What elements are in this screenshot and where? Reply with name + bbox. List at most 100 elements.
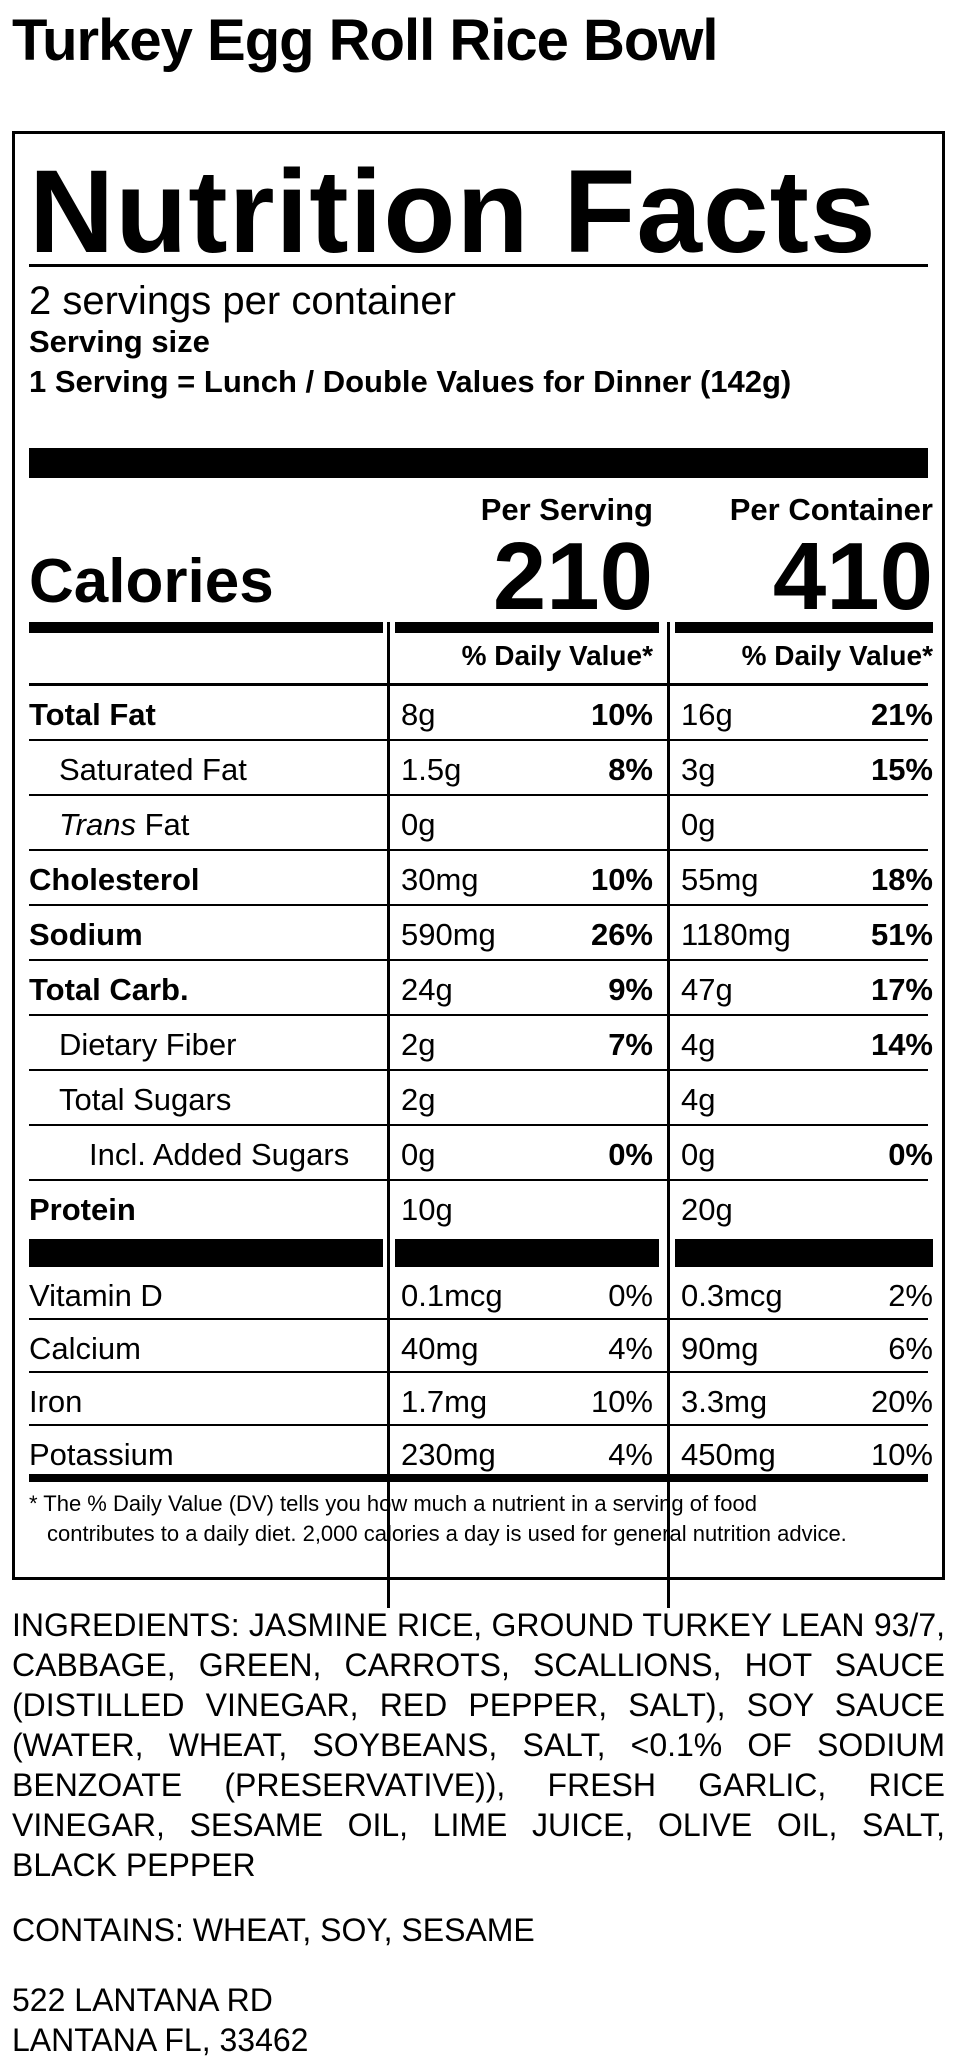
container-amount: 1180mg (681, 917, 791, 952)
serving-daily-value: 4% (608, 1437, 653, 1472)
container-daily-value: 2% (888, 1278, 933, 1313)
address-line-2: LANTANA FL, 33462 (12, 2022, 309, 2058)
serving-daily-value: 8% (608, 752, 653, 787)
container-amount: 0g (681, 807, 716, 842)
serving-amount: 24g (401, 972, 453, 1007)
row-divider (29, 1179, 928, 1181)
footnote-line-1: * The % Daily Value (DV) tells you how m… (29, 1491, 757, 1516)
serving-amount: 1.5g (401, 752, 462, 787)
vitamin-name: Potassium (29, 1437, 174, 1472)
container-amount: 90mg (681, 1331, 759, 1366)
nutrient-name: Total Sugars (59, 1082, 232, 1117)
nutrient-name: Sodium (29, 917, 143, 952)
row-divider (29, 794, 928, 796)
row-divider (29, 1124, 928, 1126)
column-divider-1 (387, 622, 390, 1608)
calories-per-serving: 210 (492, 523, 653, 630)
nutrition-label-body: Nutrition Facts 2 servings per container… (29, 134, 933, 1608)
container-amount: 20g (681, 1192, 733, 1227)
nutrient-row: Dietary Fiber 2g 7% 4g 14% (29, 1016, 933, 1071)
nutrient-row: Total Carb. 24g 9% 47g 17% (29, 961, 933, 1016)
serving-daily-value: 10% (590, 862, 653, 897)
rule-calories-col0 (29, 622, 383, 633)
rule-thick-footnote (29, 1474, 928, 1482)
nutrition-facts-title: Nutrition Facts (29, 146, 877, 278)
vitamin-row: Vitamin D 0.1mcg 0% 0.3mcg 2% (29, 1267, 933, 1320)
footnote-line-2: contributes to a daily diet. 2,000 calor… (47, 1521, 847, 1546)
nutrient-name-rest: Fat (135, 807, 190, 842)
nutrient-row: Total Fat 8g 10% 16g 21% (29, 686, 933, 741)
rule-calories-col2 (675, 622, 933, 633)
vitamin-row: Iron 1.7mg 10% 3.3mg 20% (29, 1373, 933, 1426)
dv-header-serving: % Daily Value* (461, 640, 653, 671)
vitamin-name: Vitamin D (29, 1278, 163, 1313)
nutrient-name: Dietary Fiber (59, 1027, 237, 1062)
serving-amount: 0.1mcg (401, 1278, 503, 1313)
serving-amount: 590mg (401, 917, 496, 952)
serving-amount: 8g (401, 697, 436, 732)
vitamin-row: Calcium 40mg 4% 90mg 6% (29, 1320, 933, 1373)
serving-amount: 0g (401, 1137, 436, 1172)
nutrient-row: Total Sugars 2g 4g (29, 1071, 928, 1126)
container-daily-value: 15% (870, 752, 933, 787)
container-daily-value: 51% (870, 917, 933, 952)
row-divider (29, 1318, 928, 1320)
daily-value-footnote: * The % Daily Value (DV) tells you how m… (29, 1489, 928, 1549)
nutrient-name: Protein (29, 1192, 136, 1227)
container-daily-value: 6% (888, 1331, 933, 1366)
container-daily-value: 20% (870, 1384, 933, 1419)
rule-calories-col1 (395, 622, 659, 633)
container-amount: 3g (681, 752, 716, 787)
row-divider (29, 1371, 928, 1373)
row-divider (29, 739, 928, 741)
product-title: Turkey Egg Roll Rice Bowl (12, 8, 719, 73)
serving-amount: 230mg (401, 1437, 496, 1472)
serving-daily-value: 10% (590, 1384, 653, 1419)
serving-size-label: Serving size (29, 324, 210, 359)
nutrition-label: Nutrition Facts 2 servings per container… (12, 131, 945, 1608)
nutrient-row: Trans Fat 0g 0g (29, 796, 928, 851)
serving-daily-value: 9% (608, 972, 653, 1007)
serving-daily-value: 4% (608, 1331, 653, 1366)
calories-label: Calories (29, 547, 274, 616)
nutrient-name-italic: Trans (59, 807, 136, 842)
container-amount: 0g (681, 1137, 716, 1172)
serving-daily-value: 26% (590, 917, 653, 952)
nutrient-name: Saturated Fat (59, 752, 247, 787)
container-amount: 55mg (681, 862, 759, 897)
row-divider (29, 1424, 928, 1426)
serving-amount: 2g (401, 1082, 436, 1117)
container-amount: 450mg (681, 1437, 776, 1472)
calories-per-container: 410 (772, 523, 933, 630)
row-divider (29, 904, 928, 906)
serving-amount: 0g (401, 807, 436, 842)
container-amount: 3.3mg (681, 1384, 768, 1419)
vitamin-name: Calcium (29, 1331, 141, 1366)
servings-per-container: 2 servings per container (29, 279, 456, 323)
serving-daily-value: 0% (608, 1137, 653, 1172)
address-line-1: 522 LANTANA RD (12, 1982, 273, 2018)
row-divider (29, 849, 928, 851)
allergen-contains: CONTAINS: WHEAT, SOY, SESAME (12, 1912, 535, 1948)
serving-amount: 10g (401, 1192, 453, 1227)
serving-daily-value: 10% (590, 697, 653, 732)
container-daily-value: 21% (870, 697, 933, 732)
rule-dv-header (29, 683, 928, 686)
container-daily-value: 18% (870, 862, 933, 897)
container-daily-value: 17% (870, 972, 933, 1007)
vitamin-row: Potassium 230mg 4% 450mg 10% (29, 1426, 933, 1479)
rule-thin-top (29, 264, 928, 267)
container-daily-value: 0% (888, 1137, 933, 1172)
per-container-header: Per Container (729, 492, 933, 527)
per-serving-header: Per Serving (480, 492, 653, 527)
rule-vitamins-col0 (29, 1239, 383, 1267)
rule-vitamins-col2 (675, 1239, 933, 1267)
rule-thick-servings (29, 448, 928, 478)
nutrient-row: Cholesterol 30mg 10% 55mg 18% (29, 851, 933, 906)
container-daily-value: 14% (870, 1027, 933, 1062)
nutrient-name: Trans Fat (59, 805, 189, 845)
row-divider (29, 959, 928, 961)
container-amount: 4g (681, 1027, 716, 1062)
serving-amount: 2g (401, 1027, 436, 1062)
nutrient-row: Incl. Added Sugars 0g 0% 0g 0% (29, 1126, 933, 1181)
